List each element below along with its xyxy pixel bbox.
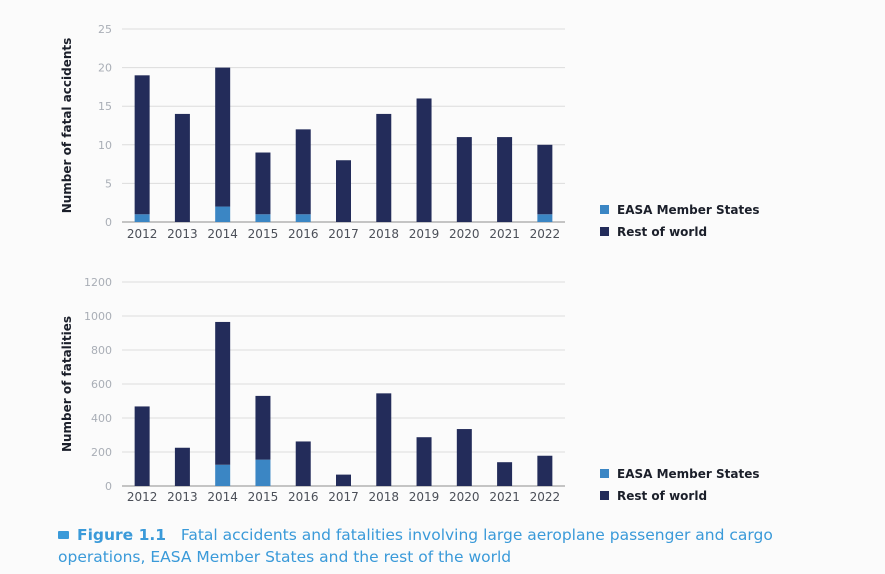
x-tick-label: 2020: [449, 227, 480, 241]
x-tick-label: 2013: [167, 227, 198, 241]
bar-rest-of-world: [174, 113, 190, 222]
x-tick-label: 2015: [248, 227, 279, 241]
bar-rest-of-world: [255, 152, 271, 215]
bar-rest-of-world: [497, 462, 513, 486]
legend-swatch: [600, 491, 609, 500]
x-tick-label: 2020: [449, 490, 480, 504]
bar-easa-member-states: [295, 214, 311, 222]
bar-rest-of-world: [497, 137, 513, 222]
x-tick-label: 2017: [328, 490, 359, 504]
bar-rest-of-world: [376, 393, 392, 486]
bar-rest-of-world: [255, 395, 271, 460]
bar-rest-of-world: [537, 455, 553, 486]
y-axis-label: Number of fatal accidents: [60, 38, 74, 214]
legend-swatch: [600, 205, 609, 214]
x-tick-label: 2018: [368, 227, 399, 241]
x-tick-label: 2021: [489, 227, 520, 241]
legend-label: Rest of world: [617, 489, 707, 503]
bar-rest-of-world: [537, 144, 553, 215]
figure-label: Figure 1.1: [77, 526, 167, 544]
bar-easa-member-states: [255, 214, 271, 222]
y-tick-label: 5: [105, 177, 112, 190]
fatal-accidents-chart: 0 5 10 15 20 25 Number of fatal accidents 2012 2…: [60, 23, 760, 241]
x-tick-label: 2014: [207, 227, 238, 241]
legend-swatch: [600, 469, 609, 478]
y-tick-label: 200: [91, 446, 112, 459]
bar-rest-of-world: [376, 113, 392, 222]
legend-label: Rest of world: [617, 225, 707, 239]
y-tick-label: 20: [98, 62, 112, 75]
x-tick-label: 2021: [489, 490, 520, 504]
y-axis-label: Number of fatalities: [60, 316, 74, 452]
x-tick-label: 2022: [530, 490, 561, 504]
x-tick-label: 2016: [288, 227, 319, 241]
x-tick-label: 2018: [368, 490, 399, 504]
bar-rest-of-world: [215, 67, 231, 207]
x-tick-label: 2012: [127, 227, 158, 241]
bar-rest-of-world: [295, 441, 311, 486]
bar-rest-of-world: [215, 321, 231, 465]
x-tick-label: 2013: [167, 490, 198, 504]
legend-label: EASA Member States: [617, 467, 760, 481]
bar-easa-member-states: [537, 214, 553, 222]
bar-rest-of-world: [456, 429, 472, 486]
fatalities-chart: 0 200 400 600 800 1000 1200 Number of fatalitie…: [60, 276, 760, 504]
bar-rest-of-world: [336, 160, 351, 222]
x-tick-label: 2019: [409, 490, 440, 504]
bar-rest-of-world: [336, 474, 351, 486]
y-tick-label: 25: [98, 23, 112, 36]
x-tick-label: 2016: [288, 490, 319, 504]
x-tick-label: 2014: [207, 490, 238, 504]
legend-swatch: [600, 227, 609, 236]
legend-label: EASA Member States: [617, 203, 760, 217]
x-tick-label: 2017: [328, 227, 359, 241]
x-tick-label: 2022: [530, 227, 561, 241]
y-tick-label: 0: [105, 480, 112, 493]
bar-rest-of-world: [416, 98, 432, 222]
y-tick-label: 1000: [84, 310, 112, 323]
bar-rest-of-world: [416, 437, 432, 486]
y-tick-label: 10: [98, 139, 112, 152]
arrow-icon: [58, 531, 69, 539]
bar-rest-of-world: [134, 406, 150, 486]
bar-rest-of-world: [174, 447, 190, 486]
bar-rest-of-world: [456, 137, 472, 222]
y-tick-label: 1200: [84, 276, 112, 289]
y-tick-label: 400: [91, 412, 112, 425]
y-tick-label: 15: [98, 100, 112, 113]
bar-easa-member-states: [215, 464, 231, 486]
x-tick-label: 2012: [127, 490, 158, 504]
x-tick-label: 2015: [248, 490, 279, 504]
bar-rest-of-world: [134, 75, 150, 215]
bar-rest-of-world: [295, 129, 311, 215]
figure-caption: Figure 1.1 Fatal accidents and fatalitie…: [58, 524, 858, 568]
y-tick-label: 800: [91, 344, 112, 357]
bar-easa-member-states: [255, 459, 271, 486]
y-tick-label: 0: [105, 216, 112, 229]
bar-easa-member-states: [215, 206, 231, 222]
x-tick-label: 2019: [409, 227, 440, 241]
bar-easa-member-states: [134, 214, 150, 222]
y-tick-label: 600: [91, 378, 112, 391]
caption-text: Fatal accidents and fatalities involving…: [58, 526, 773, 566]
